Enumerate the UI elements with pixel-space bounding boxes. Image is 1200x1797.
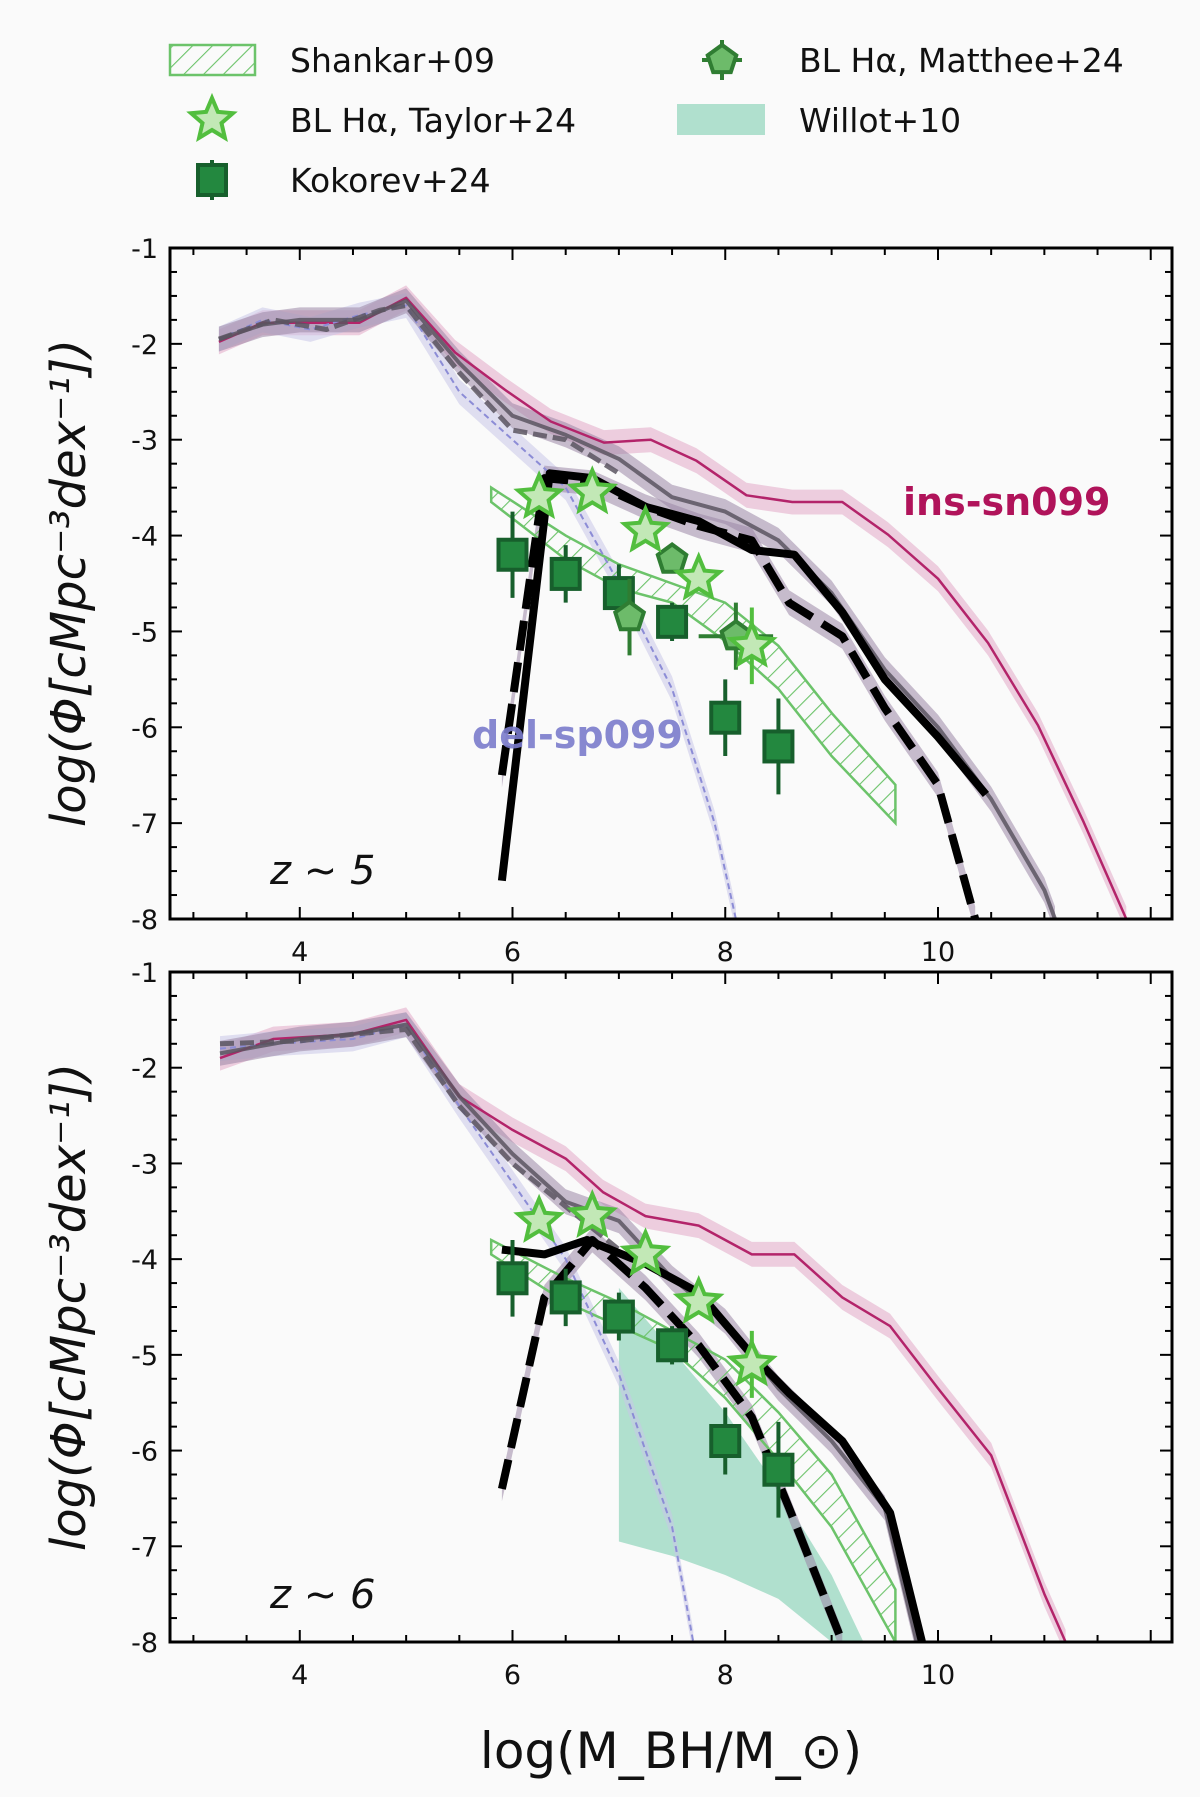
star-marker-icon bbox=[186, 92, 238, 142]
y-tick-label: -5 bbox=[131, 1341, 158, 1372]
x-tick-label: 6 bbox=[504, 937, 521, 968]
panel-z6: 4 6 8 10 -1 -2 -3 -4 -5 -6 -7 -8 bbox=[131, 958, 1174, 1691]
x-tick-label: 4 bbox=[291, 937, 308, 968]
taylor24-point bbox=[726, 1337, 778, 1387]
legend-item-taylor24: BL Hα, Taylor+24 bbox=[186, 92, 576, 142]
x-tick-label: 4 bbox=[291, 1660, 308, 1691]
y-tick-label: -8 bbox=[131, 1628, 158, 1659]
kokorev24-point bbox=[602, 1299, 635, 1334]
legend-label: Shankar+09 bbox=[290, 41, 495, 80]
taylor24-point bbox=[566, 465, 619, 515]
y-tick-label: -6 bbox=[131, 713, 158, 744]
legend-item-matthee24: BL Hα, Matthee+24 bbox=[702, 40, 1124, 80]
plot-area bbox=[219, 1007, 1067, 1642]
x-tick-label: 10 bbox=[921, 937, 955, 968]
grey-solid-line bbox=[218, 298, 1057, 919]
taylor24-point bbox=[672, 1275, 725, 1325]
x-tick-label: 8 bbox=[717, 937, 734, 968]
y-tick-label: -2 bbox=[131, 1054, 158, 1085]
legend-square bbox=[196, 163, 228, 197]
black-dashed-band bbox=[501, 1227, 843, 1642]
y-axis-label-top: log(Φ[cMpc⁻³dex⁻¹]) bbox=[41, 339, 97, 827]
kokorev24-point bbox=[496, 537, 529, 572]
y-axis-label-bottom: log(Φ[cMpc⁻³dex⁻¹]) bbox=[41, 1063, 97, 1551]
y-tick-label: -1 bbox=[131, 234, 158, 265]
shankar09-band bbox=[489, 1237, 897, 1642]
x-axis-label: log(M_BH/M_⊙) bbox=[480, 1722, 862, 1780]
taylor24-point bbox=[513, 470, 565, 520]
y-tick-label: -4 bbox=[131, 522, 158, 553]
legend-item-kokorev24: Kokorev+24 bbox=[196, 160, 491, 200]
label-ins-sn099: ins-sn099 bbox=[903, 480, 1110, 524]
legend-star bbox=[186, 92, 238, 142]
black-solid-line bbox=[497, 469, 989, 882]
black-dashed-line bbox=[497, 1236, 847, 1642]
legend-item-shankar09: Shankar+09 bbox=[168, 41, 495, 80]
matthee24-point bbox=[655, 542, 689, 574]
y-tick-label: -3 bbox=[131, 426, 158, 457]
y-tick-label: -5 bbox=[131, 617, 158, 648]
y-tick-label: -6 bbox=[131, 1437, 158, 1468]
legend-label: Willot+10 bbox=[799, 101, 961, 140]
ins-sn099-band bbox=[220, 1007, 1066, 1642]
legend-swatch-filled bbox=[677, 104, 765, 135]
y-tick-label: -7 bbox=[131, 1532, 158, 1563]
black-dashed-band bbox=[501, 465, 976, 919]
taylor24-point bbox=[513, 1193, 565, 1243]
shankar09-band bbox=[489, 485, 897, 827]
kokorev24-point bbox=[762, 729, 795, 764]
y-tick-label: -7 bbox=[131, 809, 158, 840]
legend: Shankar+09 BL Hα, Taylor+24 Kokorev+24 B… bbox=[168, 40, 1124, 200]
y-tick-label: -8 bbox=[131, 905, 158, 936]
x-tick-label: 6 bbox=[504, 1660, 521, 1691]
kokorev24-point bbox=[656, 1328, 689, 1363]
y-tick-label: -2 bbox=[131, 330, 158, 361]
pentagon-marker-icon bbox=[702, 40, 742, 80]
label-del-sp099: del-sp099 bbox=[472, 713, 683, 757]
kokorev24-point bbox=[656, 604, 689, 639]
kokorev24-point bbox=[762, 1452, 795, 1487]
panel-z5: 4 6 8 10 -1 -2 -3 -4 -5 -6 -7 -8 bbox=[131, 234, 1174, 968]
legend-label: BL Hα, Taylor+24 bbox=[290, 101, 576, 140]
matthee24-point bbox=[612, 599, 647, 632]
del-sp099-band bbox=[220, 1012, 694, 1642]
kokorev24-point bbox=[549, 1280, 582, 1315]
ins-sn099-line bbox=[219, 1018, 1067, 1642]
taylor24-point bbox=[566, 1188, 619, 1239]
kokorev24-point bbox=[549, 556, 582, 591]
x-tick-label: 8 bbox=[717, 1660, 734, 1691]
legend-pentagon bbox=[705, 42, 739, 75]
black-solid-line bbox=[501, 1236, 926, 1642]
plot-area bbox=[218, 285, 1128, 919]
annotation-z6: z ~ 6 bbox=[269, 1572, 375, 1618]
taylor24-point bbox=[619, 503, 672, 553]
kokorev24-point bbox=[496, 1261, 529, 1296]
legend-item-willot10: Willot+10 bbox=[677, 101, 961, 140]
y-tick-label: -1 bbox=[131, 958, 158, 989]
legend-label: Kokorev+24 bbox=[290, 161, 491, 200]
grey-dashed-line bbox=[219, 1026, 621, 1252]
taylor24-point bbox=[726, 618, 778, 668]
taylor24-point bbox=[672, 551, 725, 601]
y-tick-label: -3 bbox=[131, 1149, 158, 1180]
square-marker-icon bbox=[196, 160, 228, 200]
taylor24-point bbox=[619, 1227, 672, 1277]
legend-swatch-hatched bbox=[168, 43, 257, 77]
annotation-z5: z ~ 5 bbox=[269, 848, 375, 894]
x-tick-label: 10 bbox=[921, 1660, 955, 1691]
black-dashed-line bbox=[497, 474, 980, 919]
y-tick-label: -4 bbox=[131, 1245, 158, 1276]
kokorev24-point bbox=[709, 700, 742, 735]
kokorev24-point bbox=[709, 1424, 742, 1458]
legend-label: BL Hα, Matthee+24 bbox=[799, 41, 1124, 80]
del-sp099-line bbox=[218, 304, 737, 919]
